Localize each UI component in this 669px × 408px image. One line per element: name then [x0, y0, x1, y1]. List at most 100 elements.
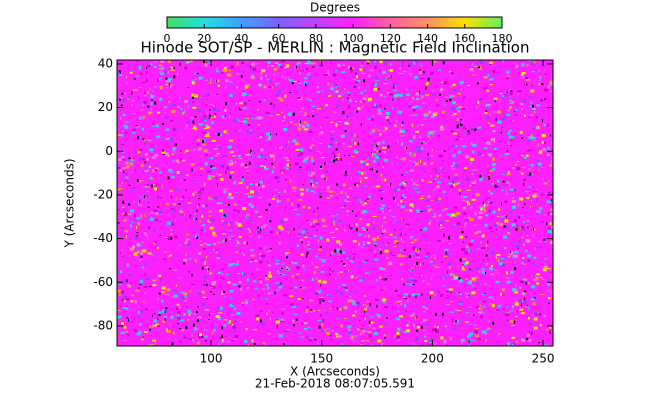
map-pixel [323, 178, 326, 180]
map-pixel [521, 72, 526, 75]
map-pixel [543, 238, 546, 241]
map-pixel [430, 73, 432, 77]
map-pixel [172, 331, 175, 335]
map-pixel [321, 218, 326, 222]
map-pixel [158, 210, 163, 214]
map-pixel [317, 319, 322, 321]
map-pixel [330, 131, 335, 133]
map-pixel [149, 328, 152, 331]
map-pixel [184, 241, 188, 244]
map-pixel [317, 341, 319, 344]
map-pixel [150, 102, 153, 106]
map-pixel [201, 335, 203, 338]
map-pixel [515, 340, 519, 343]
map-pixel [479, 60, 484, 64]
map-pixel [429, 138, 431, 140]
map-pixel [397, 305, 399, 307]
map-pixel [170, 176, 175, 179]
map-pixel [388, 93, 393, 97]
map-pixel [284, 253, 288, 255]
map-pixel [539, 277, 542, 279]
map-pixel [349, 259, 352, 262]
map-pixel [204, 63, 208, 67]
map-pixel [479, 238, 484, 240]
map-pixel [168, 78, 172, 82]
map-pixel [153, 242, 155, 245]
map-pixel [524, 290, 527, 293]
map-pixel [175, 289, 178, 292]
map-pixel [250, 68, 255, 72]
map-pixel [391, 163, 393, 165]
map-pixel [204, 182, 206, 186]
map-pixel [530, 200, 532, 202]
map-pixel [551, 157, 553, 160]
map-pixel [258, 186, 260, 189]
map-pixel [476, 305, 479, 309]
map-pixel [152, 315, 154, 318]
map-pixel [386, 156, 388, 158]
map-pixel [332, 305, 334, 309]
map-pixel [304, 245, 306, 248]
map-pixel [346, 195, 349, 198]
map-pixel [444, 297, 449, 299]
map-pixel [430, 130, 433, 134]
map-pixel [539, 76, 542, 78]
map-pixel [377, 211, 381, 213]
map-pixel [152, 280, 156, 282]
map-pixel [482, 137, 484, 139]
map-pixel [310, 182, 312, 186]
map-pixel [431, 90, 434, 92]
map-pixel [274, 291, 276, 295]
map-pixel [448, 157, 452, 159]
map-pixel [441, 150, 443, 152]
map-pixel [202, 131, 207, 134]
map-pixel [330, 307, 332, 309]
map-pixel [303, 121, 307, 124]
map-pixel [249, 94, 252, 96]
map-pixel [191, 93, 195, 97]
map-pixel [291, 82, 294, 85]
map-pixel [489, 113, 491, 116]
map-pixel [410, 100, 412, 103]
map-pixel [349, 187, 353, 189]
map-pixel [381, 302, 383, 305]
map-pixel [230, 273, 232, 277]
map-pixel [360, 343, 364, 345]
map-pixel [122, 200, 125, 204]
map-pixel [399, 135, 403, 137]
map-pixel [445, 219, 449, 222]
map-pixel [472, 287, 474, 289]
map-pixel [148, 226, 150, 229]
map-pixel [531, 331, 533, 335]
map-pixel [156, 135, 161, 139]
map-pixel [387, 119, 389, 122]
map-pixel [135, 265, 138, 267]
map-pixel [240, 163, 244, 167]
map-pixel [225, 238, 228, 242]
map-pixel [421, 293, 423, 297]
map-pixel [476, 338, 481, 341]
map-pixel [358, 265, 362, 268]
map-pixel [287, 297, 291, 299]
map-pixel [170, 69, 175, 71]
map-pixel [126, 334, 131, 336]
map-pixel [454, 176, 458, 179]
map-pixel [188, 270, 191, 273]
map-pixel [421, 124, 424, 126]
map-pixel [382, 268, 386, 270]
map-pixel [435, 343, 437, 345]
map-pixel [434, 60, 437, 64]
map-pixel [552, 322, 553, 324]
map-pixel [537, 241, 542, 243]
map-pixel [511, 205, 516, 209]
map-pixel [422, 71, 425, 73]
map-pixel [319, 221, 323, 223]
map-pixel [144, 161, 146, 164]
map-pixel [479, 301, 481, 303]
map-pixel [383, 139, 385, 141]
map-pixel [161, 122, 164, 125]
map-pixel [416, 98, 421, 100]
map-pixel [340, 260, 343, 262]
map-pixel [164, 106, 167, 109]
map-pixel [402, 241, 405, 243]
